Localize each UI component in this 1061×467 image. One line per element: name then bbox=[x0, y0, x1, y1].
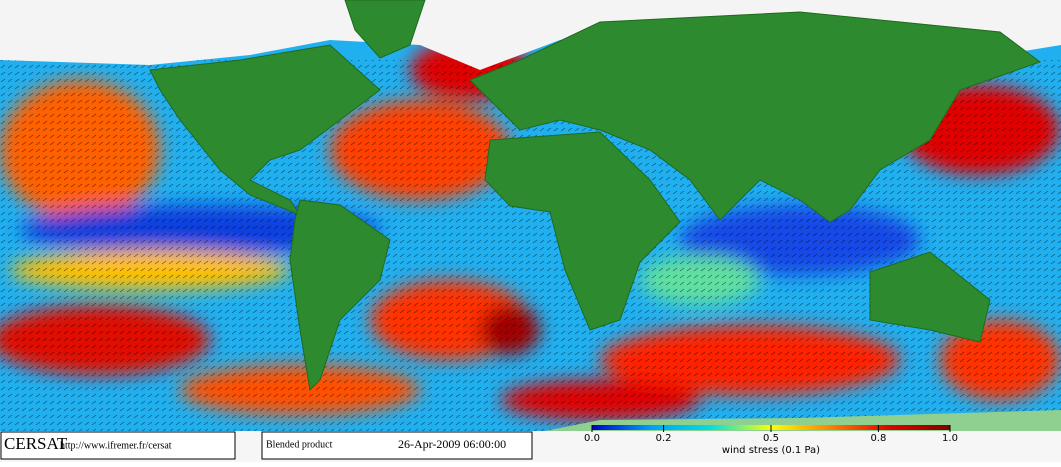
colorbar-tick-label: 0.5 bbox=[763, 433, 779, 444]
colorbar-tick-label: 1.0 bbox=[942, 433, 958, 444]
logo: CERSAT bbox=[4, 434, 68, 453]
land bbox=[0, 0, 1061, 432]
footer: CERSAT http://www.ifremer.fr/cersat Blen… bbox=[0, 425, 1061, 462]
date: 26-Apr-2009 06:00:00 bbox=[398, 437, 506, 451]
logo-box bbox=[0, 431, 236, 460]
colorbar-tick-label: 0.8 bbox=[870, 433, 886, 444]
colorbar-label: wind stress (0.1 Pa) bbox=[722, 445, 820, 456]
url: http://www.ifremer.fr/cersat bbox=[60, 440, 172, 451]
colorbar-tick-label: 0.2 bbox=[656, 433, 672, 444]
product: Blended product bbox=[266, 439, 333, 450]
colorbar-tick-label: 0.0 bbox=[584, 433, 600, 444]
info-box bbox=[261, 431, 533, 460]
